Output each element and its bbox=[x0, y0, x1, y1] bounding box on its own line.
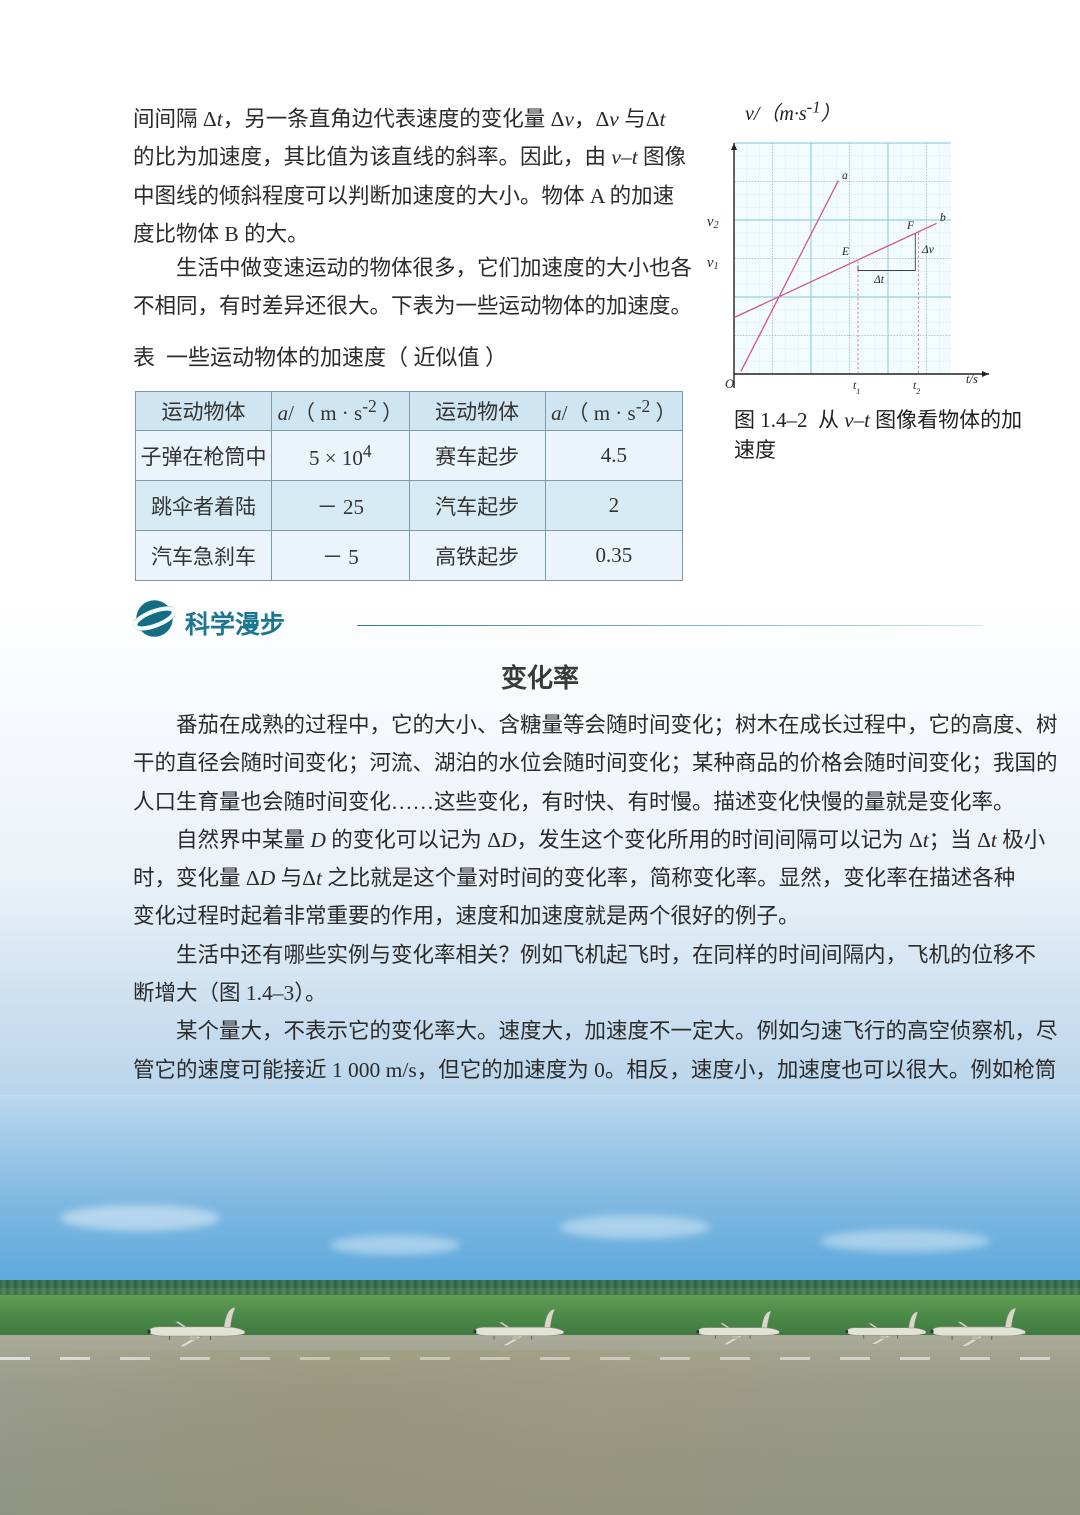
svg-text:Δv: Δv bbox=[921, 244, 935, 256]
svg-text:a: a bbox=[842, 170, 848, 182]
svg-text:O: O bbox=[725, 377, 734, 391]
svg-text:t2: t2 bbox=[913, 380, 920, 396]
svg-text:E: E bbox=[841, 246, 849, 258]
svg-text:t1: t1 bbox=[853, 380, 860, 396]
svg-text:t/s: t/s bbox=[966, 372, 978, 386]
svg-text:F: F bbox=[906, 220, 915, 232]
svg-text:v2: v2 bbox=[707, 214, 718, 231]
svg-text:v1: v1 bbox=[707, 255, 718, 272]
svg-text:Δt: Δt bbox=[873, 274, 885, 286]
svg-text:b: b bbox=[940, 212, 946, 224]
